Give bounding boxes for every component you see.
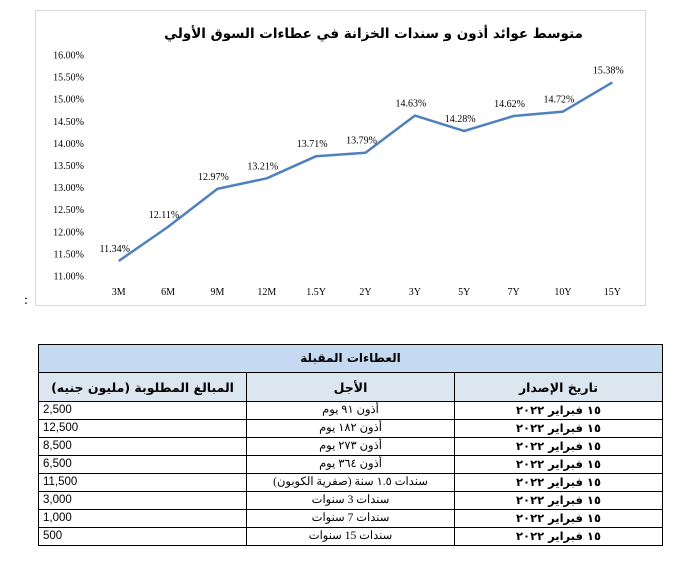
cell-tenor: أذون ٩١ يوم [246, 401, 455, 420]
table-row: ١٥ فبراير ٢٠٢٢ أذون ١٨٢ يوم 12,500 [38, 419, 663, 438]
table-row: ١٥ فبراير ٢٠٢٢ سندات 7 سنوات 1,000 [38, 509, 663, 528]
cell-amount: 6,500 [38, 455, 247, 474]
table-header-row: تاريخ الإصدار الأجل المبالغ المطلوبة (مل… [38, 372, 663, 402]
y-tick-label: 13.50% [53, 161, 84, 172]
data-label: 13.71% [297, 139, 328, 150]
x-tick-label: 7Y [507, 287, 519, 298]
chart-title: متوسط عوائد أذون و سندات الخزانة في عطاء… [164, 25, 583, 42]
table-row: ١٥ فبراير ٢٠٢٢ أذون ٢٧٣ يوم 8,500 [38, 437, 663, 456]
table-title: العطاءات المقبلة [38, 344, 663, 373]
cell-issue-date: ١٥ فبراير ٢٠٢٢ [454, 419, 663, 438]
y-tick-label: 13.00% [53, 183, 84, 194]
table-row: ١٥ فبراير ٢٠٢٢ سندات ١.٥ سنة (صفرية الكو… [38, 473, 663, 492]
cell-tenor: أذون ٢٧٣ يوم [246, 437, 455, 456]
x-tick-label: 9M [210, 287, 224, 298]
cell-tenor: سندات 15 سنوات [246, 527, 455, 546]
cell-issue-date: ١٥ فبراير ٢٠٢٢ [454, 473, 663, 492]
x-tick-label: 10Y [554, 287, 571, 298]
cell-amount: 500 [38, 527, 247, 546]
cell-tenor: سندات ١.٥ سنة (صفرية الكوبون) [246, 473, 455, 492]
stray-colon-mark: : [24, 293, 28, 308]
x-tick-label: 5Y [458, 287, 470, 298]
data-label: 14.63% [395, 99, 426, 110]
table-row: ١٥ فبراير ٢٠٢٢ أذون ٣٦٤ يوم 6,500 [38, 455, 663, 474]
cell-issue-date: ١٥ فبراير ٢٠٢٢ [454, 509, 663, 528]
cell-tenor: سندات 7 سنوات [246, 509, 455, 528]
cell-amount: 3,000 [38, 491, 247, 510]
cell-tenor: سندات 3 سنوات [246, 491, 455, 510]
data-label: 13.21% [247, 161, 278, 172]
data-label: 14.62% [494, 99, 525, 110]
cell-issue-date: ١٥ فبراير ٢٠٢٢ [454, 527, 663, 546]
y-tick-label: 15.00% [53, 95, 84, 106]
yield-line-chart: متوسط عوائد أذون و سندات الخزانة في عطاء… [53, 25, 624, 298]
cell-issue-date: ١٥ فبراير ٢٠٢٢ [454, 491, 663, 510]
table-title-row: العطاءات المقبلة [38, 344, 663, 373]
y-tick-label: 16.00% [53, 51, 84, 62]
data-label: 12.11% [149, 210, 179, 221]
table-row: ١٥ فبراير ٢٠٢٢ سندات 3 سنوات 3,000 [38, 491, 663, 510]
y-tick-label: 12.50% [53, 205, 84, 216]
y-tick-label: 11.00% [54, 272, 84, 283]
cell-amount: 2,500 [38, 401, 247, 420]
x-tick-label: 3Y [409, 287, 421, 298]
data-label: 13.79% [346, 136, 377, 147]
data-label: 14.28% [445, 114, 476, 125]
cell-amount: 8,500 [38, 437, 247, 456]
cell-issue-date: ١٥ فبراير ٢٠٢٢ [454, 401, 663, 420]
y-tick-label: 11.50% [54, 249, 84, 260]
cell-issue-date: ١٥ فبراير ٢٠٢٢ [454, 437, 663, 456]
upcoming-auctions-table: العطاءات المقبلة تاريخ الإصدار الأجل الم… [38, 344, 663, 546]
series-line [117, 81, 613, 263]
data-label: 11.34% [99, 244, 129, 255]
chart-frame: متوسط عوائد أذون و سندات الخزانة في عطاء… [35, 10, 646, 306]
table-row: ١٥ فبراير ٢٠٢٢ أذون ٩١ يوم 2,500 [38, 401, 663, 420]
x-tick-label: 3M [112, 287, 126, 298]
x-tick-label: 15Y [604, 287, 621, 298]
cell-tenor: أذون ٣٦٤ يوم [246, 455, 455, 474]
x-tick-label: 2Y [359, 287, 371, 298]
cell-amount: 1,000 [38, 509, 247, 528]
data-label: 12.97% [198, 172, 229, 183]
data-label: 14.72% [544, 95, 575, 106]
cell-amount: 12,500 [38, 419, 247, 438]
x-tick-label: 12M [257, 287, 276, 298]
header-amount: المبالغ المطلوبة (مليون جنيه) [38, 372, 247, 402]
x-tick-label: 6M [161, 287, 175, 298]
y-tick-label: 12.00% [53, 227, 84, 238]
header-issue-date: تاريخ الإصدار [454, 372, 663, 402]
y-tick-label: 14.50% [53, 117, 84, 128]
cell-issue-date: ١٥ فبراير ٢٠٢٢ [454, 455, 663, 474]
data-label: 15.38% [593, 65, 624, 76]
table-row: ١٥ فبراير ٢٠٢٢ سندات 15 سنوات 500 [38, 527, 663, 546]
y-tick-label: 15.50% [53, 73, 84, 84]
x-tick-label: 1.5Y [306, 287, 326, 298]
cell-amount: 11,500 [38, 473, 247, 492]
cell-tenor: أذون ١٨٢ يوم [246, 419, 455, 438]
y-tick-label: 14.00% [53, 139, 84, 150]
header-tenor: الأجل [246, 372, 455, 402]
